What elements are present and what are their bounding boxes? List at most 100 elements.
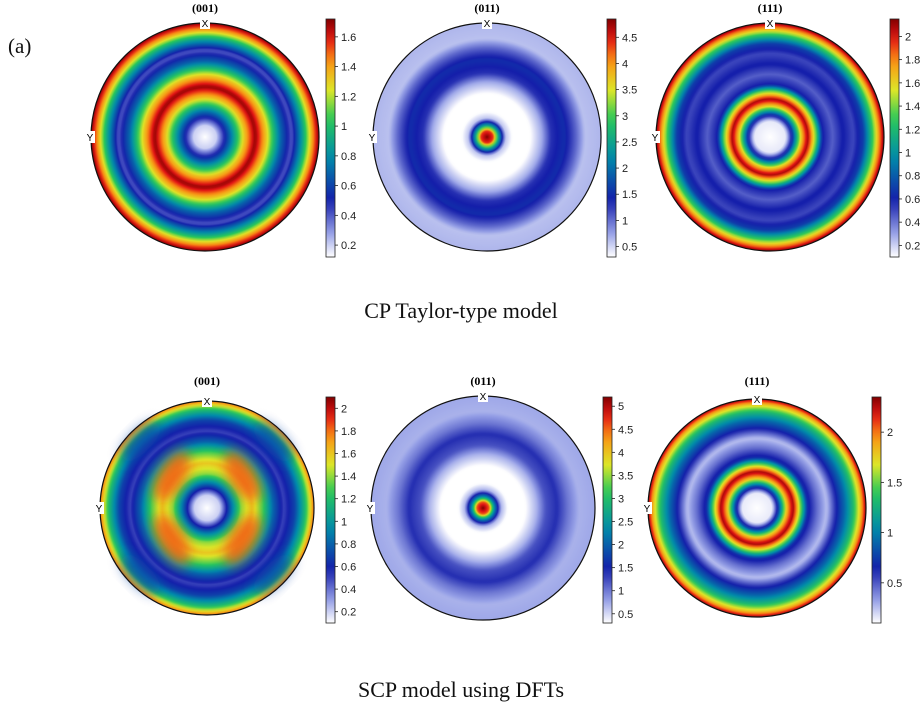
colorbar: 0.2 0.4 0.6 0.8 1 1.2 1.4 1.6 1.8 2 xyxy=(889,18,920,258)
pole-figure-2: (011) X Y 0.5 1 1.5 2 2.5 3 3.5 4 4.5 xyxy=(367,1,637,258)
colorbar-tick-label: 0.5 xyxy=(887,578,902,590)
colorbar-tick-label: 3 xyxy=(622,111,628,123)
colorbar-tick-label: 0.8 xyxy=(905,171,920,183)
colorbar-tick-label: 1.8 xyxy=(341,426,356,438)
colorbar-tick-label: 4 xyxy=(618,447,624,459)
colorbar-tick-label: 0.5 xyxy=(622,242,637,254)
pole-figure-title: (001) xyxy=(194,374,220,388)
colorbar-tick-label: 2 xyxy=(618,540,624,552)
colorbar: 0.5 1 1.5 2 xyxy=(871,396,902,624)
texture-trough-1 xyxy=(120,554,161,595)
axis-label-y: Y xyxy=(87,133,94,144)
colorbar-tick-label: 0.4 xyxy=(905,217,920,229)
colorbar-tick-label: 1.4 xyxy=(905,101,920,113)
pole-figure-title: (111) xyxy=(758,1,783,15)
texture-trough-3 xyxy=(120,421,161,462)
texture-trough-2 xyxy=(253,421,294,462)
colorbar-tick-label: 0.8 xyxy=(341,151,356,163)
colorbar-tick-label: 1.2 xyxy=(341,494,356,506)
colorbar-tick-label: 3 xyxy=(618,493,624,505)
axis-label-y: Y xyxy=(652,133,659,144)
colorbar-tick-label: 0.6 xyxy=(341,181,356,193)
pole-figure-4: (001) X Y 0.2 0.4 0.6 0.8 1 1.2 1.4 1.6 1.8 2 xyxy=(94,374,356,624)
axis-label-x: X xyxy=(480,392,487,403)
colorbar-tick-label: 1.5 xyxy=(887,477,902,489)
pole-figure-title: (011) xyxy=(470,374,495,388)
axis-label-y: Y xyxy=(369,133,376,144)
axis-label-x: X xyxy=(202,19,209,30)
colorbar-tick-label: 0.8 xyxy=(341,539,356,551)
colorbar-tick-label: 1 xyxy=(905,148,911,160)
colorbar: 0.2 0.4 0.6 0.8 1 1.2 1.4 1.6 xyxy=(325,18,356,258)
colorbar-tick-label: 1 xyxy=(618,586,624,598)
pole-disc xyxy=(91,23,319,251)
colorbar-tick-label: 1.2 xyxy=(905,124,920,136)
colorbar-tick-label: 1.4 xyxy=(341,62,356,74)
caption-top: CP Taylor-type model xyxy=(364,298,558,323)
pole-figure-5: (011) X Y 0.5 1 1.5 2 2.5 3 3.5 4 4.5 5 xyxy=(365,374,633,624)
colorbar-tick-label: 0.4 xyxy=(341,584,356,596)
axis-label-box xyxy=(365,502,375,514)
colorbar-tick-label: 4.5 xyxy=(622,32,637,44)
axis-label-x: X xyxy=(754,395,761,406)
colorbar-tick-label: 1.5 xyxy=(618,563,633,575)
colorbar-tick-label: 0.6 xyxy=(905,194,920,206)
axis-label-y: Y xyxy=(644,504,651,515)
colorbar-tick-label: 1.2 xyxy=(341,91,356,103)
pole-figure-3: (111) X Y 0.2 0.4 0.6 0.8 1 1.2 1.4 1.6 1.8 2 xyxy=(650,1,920,258)
pole-disc xyxy=(648,399,866,617)
axis-label-y: Y xyxy=(96,504,103,515)
colorbar-tick-label: 1 xyxy=(622,215,628,227)
colorbar-tick-label: 4 xyxy=(622,58,628,70)
axis-label-x: X xyxy=(484,19,491,30)
panel-label: (a) xyxy=(8,34,32,58)
axis-label-box xyxy=(642,502,652,514)
colorbar-tick-label: 0.6 xyxy=(341,562,356,574)
axis-label-box xyxy=(650,131,660,143)
colorbar-tick-label: 2 xyxy=(341,403,347,415)
colorbar-tick-label: 1.8 xyxy=(905,55,920,67)
colorbar-tick-label: 1.4 xyxy=(341,471,356,483)
texture-lobe-3 xyxy=(153,515,190,565)
axis-label-x: X xyxy=(767,19,774,30)
pole-disc xyxy=(656,23,884,251)
pole-figure-title: (111) xyxy=(745,374,770,388)
colorbar-tick-label: 2.5 xyxy=(622,137,637,149)
axis-label-box xyxy=(200,17,210,29)
colorbar-tick-label: 0.2 xyxy=(341,607,356,619)
colorbar-tick-label: 1.6 xyxy=(341,449,356,461)
colorbar-tick-label: 2 xyxy=(905,31,911,43)
pole-figure-title: (011) xyxy=(474,1,499,15)
colorbar-tick-label: 2 xyxy=(887,427,893,439)
pole-disc xyxy=(100,401,314,615)
axis-label-box xyxy=(765,17,775,29)
axis-label-box xyxy=(367,131,377,143)
colorbar-tick-label: 1 xyxy=(341,516,347,528)
colorbar-tick-label: 4.5 xyxy=(618,424,633,436)
texture-lobe-2 xyxy=(224,451,261,501)
pole-figure-6: (111) X Y 0.5 1 1.5 2 xyxy=(642,374,902,624)
axis-label-box xyxy=(202,395,212,407)
colorbar-tick-label: 2.5 xyxy=(618,517,633,529)
colorbar-tick-label: 0.2 xyxy=(341,240,356,252)
caption-bottom: SCP model using DFTs xyxy=(357,677,565,702)
colorbar-tick-label: 0.2 xyxy=(905,240,920,252)
colorbar-tick-label: 2 xyxy=(622,163,628,175)
pole-disc xyxy=(371,396,595,620)
colorbar-tick-label: 1.6 xyxy=(341,32,356,44)
pole-figure-1: (001) X Y 0.2 0.4 0.6 0.8 1 1.2 1.4 1.6 xyxy=(85,1,356,258)
colorbar-tick-label: 1.5 xyxy=(622,189,637,201)
colorbar-tick-label: 0.4 xyxy=(341,210,356,222)
colorbar-tick-label: 1 xyxy=(887,528,893,540)
axis-label-box xyxy=(482,17,492,29)
colorbar: 0.2 0.4 0.6 0.8 1 1.2 1.4 1.6 1.8 2 xyxy=(325,396,356,624)
texture-trough-4 xyxy=(253,554,294,595)
colorbar-tick-label: 3.5 xyxy=(622,85,637,97)
axis-label-box xyxy=(85,131,95,143)
axis-label-box xyxy=(94,502,104,514)
texture-lobe-4 xyxy=(224,515,261,565)
pole-disc xyxy=(373,23,601,251)
axis-label-y: Y xyxy=(367,504,374,515)
colorbar-tick-label: 3.5 xyxy=(618,470,633,482)
